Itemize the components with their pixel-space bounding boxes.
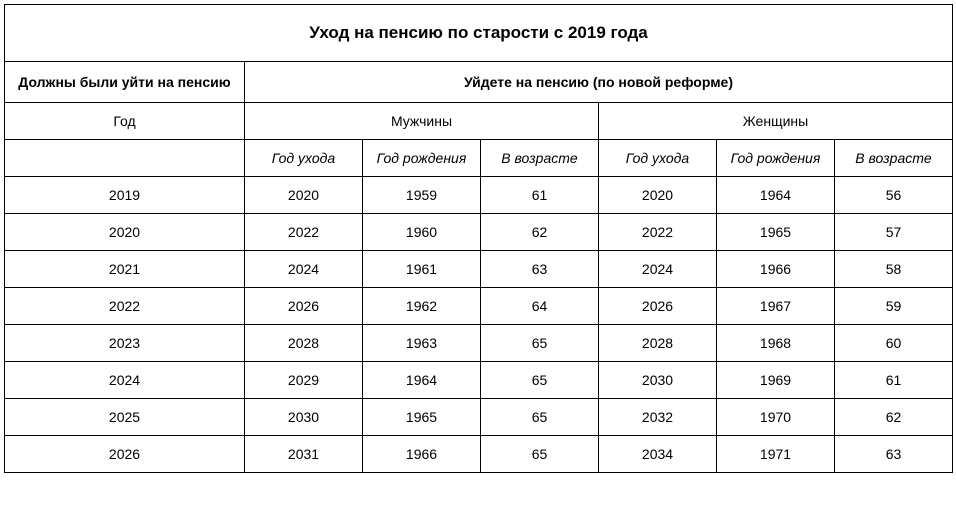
- cell-w-birth: 1966: [717, 251, 835, 288]
- cell-w-age: 59: [835, 288, 953, 325]
- cell-w-leave: 2020: [599, 177, 717, 214]
- cell-m-birth: 1962: [363, 288, 481, 325]
- cell-w-birth: 1969: [717, 362, 835, 399]
- cell-m-leave: 2024: [245, 251, 363, 288]
- subcol-w-leave: Год ухода: [599, 140, 717, 177]
- cell-m-birth: 1959: [363, 177, 481, 214]
- table-row: 2020 2022 1960 62 2022 1965 57: [5, 214, 953, 251]
- cell-w-leave: 2032: [599, 399, 717, 436]
- subcol-w-birth: Год рождения: [717, 140, 835, 177]
- cell-w-age: 58: [835, 251, 953, 288]
- subcol-w-age: В возрасте: [835, 140, 953, 177]
- table-row: 2019 2020 1959 61 2020 1964 56: [5, 177, 953, 214]
- cell-year: 2019: [5, 177, 245, 214]
- cell-m-birth: 1964: [363, 362, 481, 399]
- cell-w-birth: 1967: [717, 288, 835, 325]
- subcol-m-age: В возрасте: [481, 140, 599, 177]
- cell-m-leave: 2022: [245, 214, 363, 251]
- cell-m-age: 64: [481, 288, 599, 325]
- cell-m-leave: 2020: [245, 177, 363, 214]
- subcol-m-leave: Год ухода: [245, 140, 363, 177]
- cell-m-birth: 1966: [363, 436, 481, 473]
- pension-table: Уход на пенсию по старости с 2019 года Д…: [4, 4, 953, 473]
- table-row: 2026 2031 1966 65 2034 1971 63: [5, 436, 953, 473]
- cell-year: 2025: [5, 399, 245, 436]
- cell-w-leave: 2022: [599, 214, 717, 251]
- cell-w-age: 57: [835, 214, 953, 251]
- cell-m-age: 65: [481, 399, 599, 436]
- cell-w-age: 60: [835, 325, 953, 362]
- cell-m-age: 65: [481, 325, 599, 362]
- table-row: 2021 2024 1961 63 2024 1966 58: [5, 251, 953, 288]
- table-row: 2023 2028 1963 65 2028 1968 60: [5, 325, 953, 362]
- cell-w-leave: 2034: [599, 436, 717, 473]
- cell-year: 2024: [5, 362, 245, 399]
- cell-w-leave: 2028: [599, 325, 717, 362]
- cell-m-birth: 1963: [363, 325, 481, 362]
- cell-m-leave: 2030: [245, 399, 363, 436]
- cell-m-birth: 1960: [363, 214, 481, 251]
- cell-m-leave: 2026: [245, 288, 363, 325]
- cell-w-leave: 2026: [599, 288, 717, 325]
- cell-w-birth: 1968: [717, 325, 835, 362]
- cell-m-leave: 2029: [245, 362, 363, 399]
- cell-w-age: 61: [835, 362, 953, 399]
- cell-w-birth: 1964: [717, 177, 835, 214]
- cell-m-age: 65: [481, 436, 599, 473]
- table-row: 2025 2030 1965 65 2032 1970 62: [5, 399, 953, 436]
- cell-year: 2022: [5, 288, 245, 325]
- cell-year: 2020: [5, 214, 245, 251]
- header-left: Должны были уйти на пенсию: [5, 62, 245, 103]
- women-label: Женщины: [599, 103, 953, 140]
- cell-w-birth: 1971: [717, 436, 835, 473]
- cell-m-leave: 2031: [245, 436, 363, 473]
- table-title: Уход на пенсию по старости с 2019 года: [5, 5, 953, 62]
- cell-w-age: 63: [835, 436, 953, 473]
- cell-m-leave: 2028: [245, 325, 363, 362]
- cell-w-birth: 1970: [717, 399, 835, 436]
- cell-m-birth: 1961: [363, 251, 481, 288]
- cell-w-leave: 2024: [599, 251, 717, 288]
- cell-year: 2026: [5, 436, 245, 473]
- cell-m-age: 61: [481, 177, 599, 214]
- cell-w-birth: 1965: [717, 214, 835, 251]
- cell-year: 2021: [5, 251, 245, 288]
- cell-w-age: 56: [835, 177, 953, 214]
- subcol-m-birth: Год рождения: [363, 140, 481, 177]
- cell-m-age: 65: [481, 362, 599, 399]
- table-row: 2022 2026 1962 64 2026 1967 59: [5, 288, 953, 325]
- cell-m-birth: 1965: [363, 399, 481, 436]
- table-row: 2024 2029 1964 65 2030 1969 61: [5, 362, 953, 399]
- cell-year: 2023: [5, 325, 245, 362]
- cell-w-age: 62: [835, 399, 953, 436]
- men-label: Мужчины: [245, 103, 599, 140]
- year-label: Год: [5, 103, 245, 140]
- cell-m-age: 63: [481, 251, 599, 288]
- cell-w-leave: 2030: [599, 362, 717, 399]
- cell-m-age: 62: [481, 214, 599, 251]
- empty-corner: [5, 140, 245, 177]
- header-right: Уйдете на пенсию (по новой реформе): [245, 62, 953, 103]
